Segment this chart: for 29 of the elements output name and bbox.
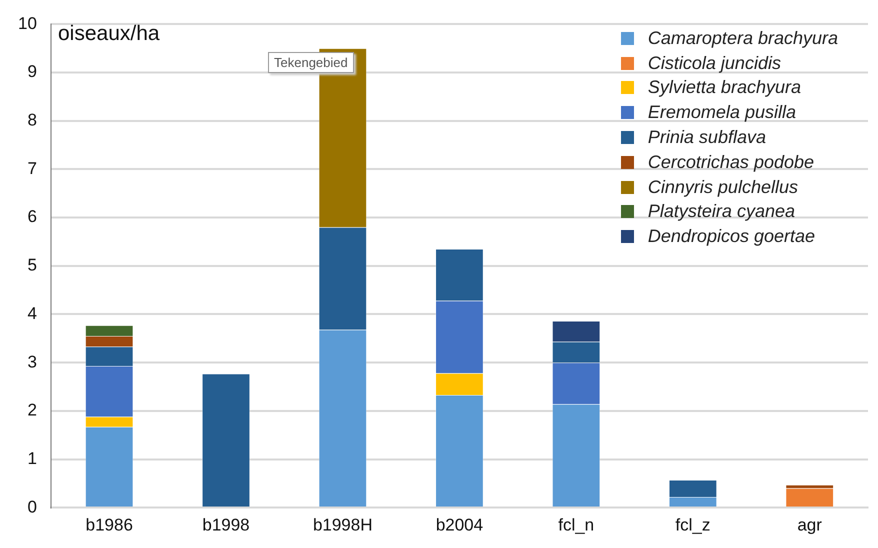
legend-label: Platysteira cyanea bbox=[648, 201, 795, 222]
y-tick-label: 8 bbox=[27, 110, 37, 130]
y-tick-label: 6 bbox=[27, 207, 37, 226]
y-axis-title: oiseaux/ha bbox=[58, 22, 160, 46]
annotation: Tekengebied bbox=[268, 52, 354, 73]
x-tick-label: b1998 bbox=[202, 515, 250, 534]
legend-label: Dendropicos goertae bbox=[648, 226, 816, 248]
legend-label: Eremomela pusilla bbox=[648, 102, 796, 124]
legend-label: Cercotrichas podobe bbox=[648, 152, 814, 173]
legend-label: Cisticola juncidis bbox=[648, 52, 781, 74]
y-tick-label: 7 bbox=[27, 158, 37, 178]
x-tick-label: fcl_n bbox=[558, 515, 594, 534]
y-tick-label: 2 bbox=[27, 400, 37, 420]
x-tick-label: agr bbox=[797, 515, 822, 534]
x-tick-label: b1986 bbox=[86, 515, 133, 534]
y-tick-label: 9 bbox=[27, 62, 37, 82]
y-tick-label: 0 bbox=[27, 497, 37, 516]
x-tick-label: fcl_z bbox=[675, 515, 710, 534]
legend-label: Sylvietta brachyura bbox=[648, 77, 801, 98]
legend-label: Camaroptera brachyura bbox=[648, 28, 838, 49]
y-tick-label: 1 bbox=[27, 448, 37, 468]
legend-label: Prinia subflava bbox=[648, 126, 766, 148]
legend-label: Cinnyris pulchellus bbox=[648, 176, 798, 198]
y-tick-label: 10 bbox=[18, 14, 37, 33]
x-tick-label: b1998H bbox=[312, 515, 373, 534]
y-tick-label: 4 bbox=[27, 304, 37, 323]
x-tick-label: b2004 bbox=[436, 515, 484, 534]
y-tick-label: 5 bbox=[27, 256, 37, 275]
y-tick-label: 3 bbox=[27, 352, 37, 372]
